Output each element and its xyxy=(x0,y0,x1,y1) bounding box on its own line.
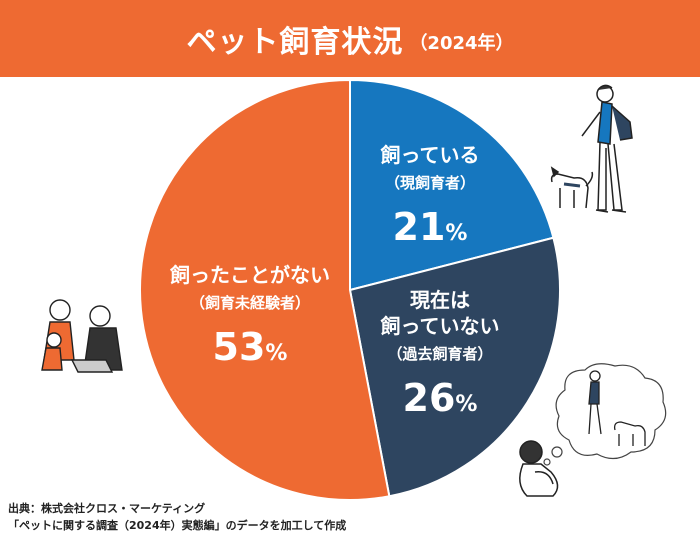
slice-value-label: 26% xyxy=(403,376,478,420)
slice-label-line: 現在は xyxy=(410,288,470,312)
slice-label-line: （飼育未経験者） xyxy=(190,294,310,312)
pie-slice-never-owned xyxy=(139,78,391,500)
pie-slice-current-owners xyxy=(349,78,555,292)
slice-label-line: 飼っていない xyxy=(380,314,500,338)
source-note: 出典：株式会社クロス・マーケティング 「ペットに関する調査（2024年）実態編」… xyxy=(8,500,346,534)
slice-label-line: （過去飼育者） xyxy=(387,345,492,363)
slice-label-current-owners: 飼っている （現飼育者） 21% xyxy=(380,143,480,249)
slice-value-label: 21% xyxy=(393,205,468,249)
slice-value-label: 53% xyxy=(213,325,288,369)
person-with-dog-icon xyxy=(550,84,633,213)
slice-label-line: 飼ったことがない xyxy=(169,263,330,287)
page-subtitle: （2024年） xyxy=(409,32,514,54)
source-line-1: 出典：株式会社クロス・マーケティング xyxy=(8,502,206,515)
source-line-2: 「ペットに関する調査（2024年）実態編」のデータを加工して作成 xyxy=(8,519,347,532)
slice-label-never-owned: 飼ったことがない （飼育未経験者） 53% xyxy=(169,263,330,369)
family-with-laptop-icon xyxy=(41,299,123,373)
sitting-person-dreaming-of-dog-icon xyxy=(519,363,667,497)
slice-label-line: 飼っている xyxy=(380,143,480,167)
pie-slice-past-owners xyxy=(348,236,561,498)
slice-label-line: （現飼育者） xyxy=(385,174,475,192)
title-banner: ペット飼育状況 （2024年） xyxy=(0,0,700,77)
page-title: ペット飼育状況 xyxy=(186,24,404,60)
